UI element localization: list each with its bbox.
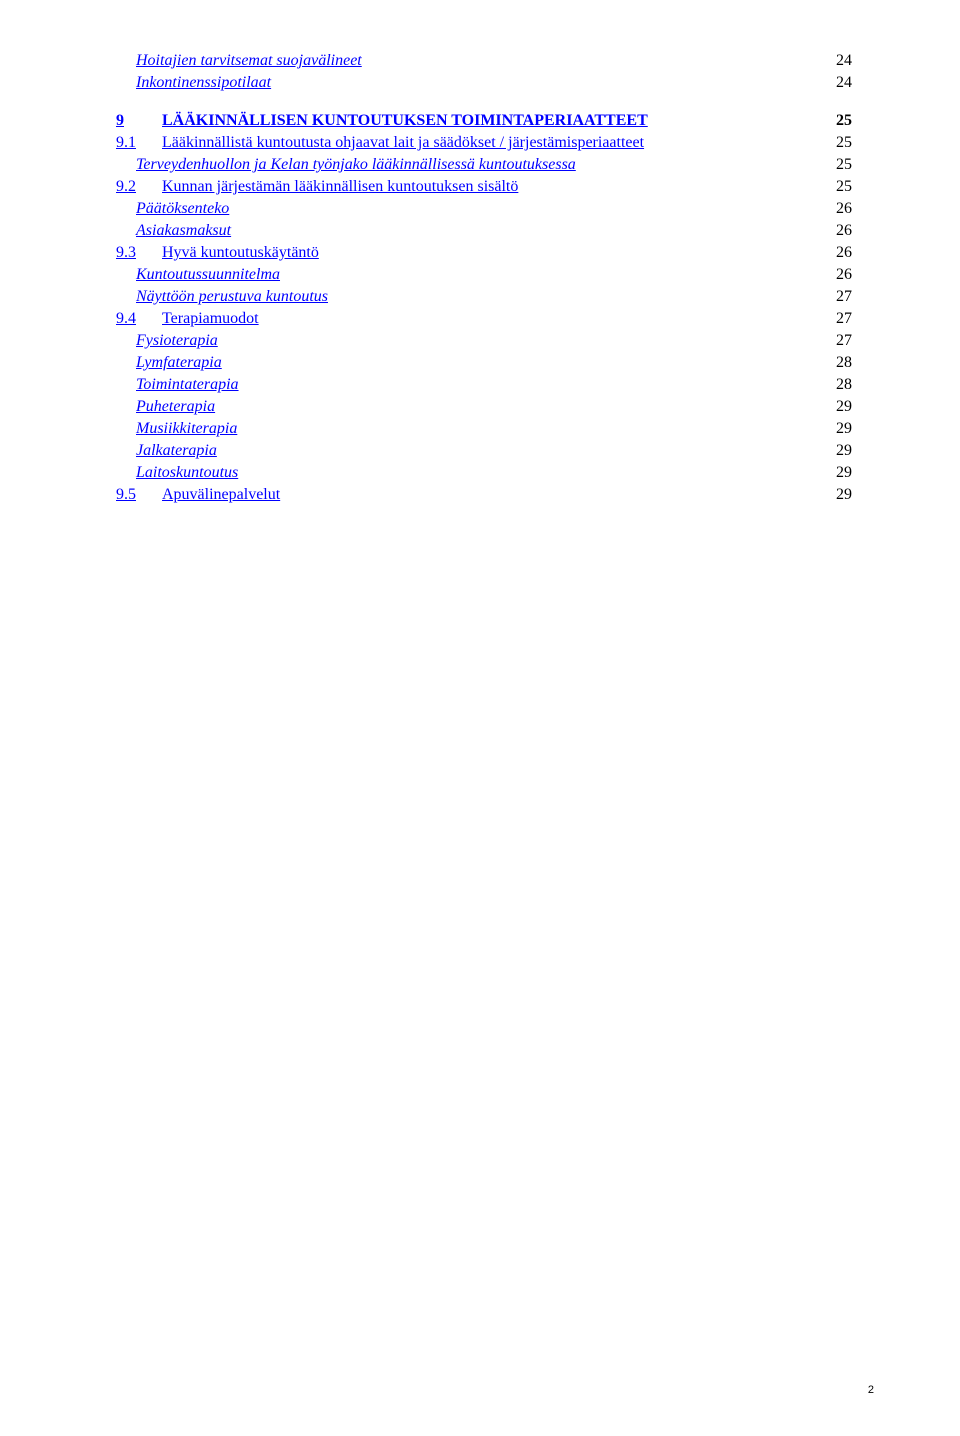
toc-page-number: 26 bbox=[828, 220, 852, 242]
toc-page-number: 24 bbox=[828, 50, 852, 72]
toc-entry: Toimintaterapia 28 bbox=[116, 374, 852, 396]
toc-title-link[interactable]: Kuntoutussuunnitelma bbox=[136, 264, 280, 286]
toc-title-link[interactable]: Fysioterapia bbox=[136, 330, 218, 352]
toc-title-link[interactable]: Toimintaterapia bbox=[136, 374, 239, 396]
toc-entry: 9.2 Kunnan järjestämän lääkinnällisen kun… bbox=[116, 176, 852, 198]
toc-title-link[interactable]: Asiakasmaksut bbox=[136, 220, 231, 242]
toc-section-number[interactable]: 9.4 bbox=[116, 308, 136, 330]
toc-entry-left: Inkontinenssipotilaat bbox=[116, 72, 816, 94]
toc-page-number: 27 bbox=[828, 308, 852, 330]
toc-entry-left: 9.5 Apuvälinepalvelut bbox=[116, 484, 816, 506]
toc-title-link[interactable]: Näyttöön perustuva kuntoutus bbox=[136, 286, 328, 308]
toc-title-link[interactable]: Laitoskuntoutus bbox=[136, 462, 238, 484]
toc-title-link[interactable]: LÄÄKINNÄLLISEN KUNTOUTUKSEN TOIMINTAPERI… bbox=[162, 110, 648, 132]
toc-title-link[interactable]: Terapiamuodot bbox=[162, 308, 259, 330]
toc-entry-left: 9.3 Hyvä kuntoutuskäytäntö bbox=[116, 242, 816, 264]
toc-entry-left: Musiikkiterapia bbox=[116, 418, 816, 440]
toc-entry: Fysioterapia 27 bbox=[116, 330, 852, 352]
toc-entry: 9.4 Terapiamuodot 27 bbox=[116, 308, 852, 330]
toc-title-link[interactable]: Päätöksenteko bbox=[136, 198, 229, 220]
toc-page-number: 25 bbox=[828, 176, 852, 198]
toc-entry-left: Hoitajien tarvitsemat suojavälineet bbox=[116, 50, 816, 72]
toc-page-number: 26 bbox=[828, 198, 852, 220]
toc-section-number[interactable]: 9.3 bbox=[116, 242, 136, 264]
toc-page-number: 27 bbox=[828, 286, 852, 308]
toc-entry: Terveydenhuollon ja Kelan työnjako lääki… bbox=[116, 154, 852, 176]
toc-page-number: 28 bbox=[828, 352, 852, 374]
toc-title-link[interactable]: Inkontinenssipotilaat bbox=[136, 72, 271, 94]
toc-page-number: 29 bbox=[828, 418, 852, 440]
toc-entry: 9.1 Lääkinnällistä kuntoutusta ohjaavat l… bbox=[116, 132, 852, 154]
toc-entry: Lymfaterapia 28 bbox=[116, 352, 852, 374]
toc-entry: Päätöksenteko 26 bbox=[116, 198, 852, 220]
toc-page-number: 29 bbox=[828, 396, 852, 418]
toc-title-link[interactable]: Puheterapia bbox=[136, 396, 215, 418]
toc-section-number[interactable]: 9.1 bbox=[116, 132, 136, 154]
toc-entry: Asiakasmaksut 26 bbox=[116, 220, 852, 242]
toc-title-link[interactable]: Terveydenhuollon ja Kelan työnjako lääki… bbox=[136, 154, 576, 176]
toc-entry-left: 9.1 Lääkinnällistä kuntoutusta ohjaavat l… bbox=[116, 132, 816, 154]
toc-section-number[interactable]: 9.5 bbox=[116, 484, 136, 506]
toc-title-link[interactable]: Hoitajien tarvitsemat suojavälineet bbox=[136, 50, 362, 72]
toc-entry: Kuntoutussuunnitelma 26 bbox=[116, 264, 852, 286]
toc-title-link[interactable]: Musiikkiterapia bbox=[136, 418, 237, 440]
toc-gap bbox=[136, 308, 162, 330]
toc-entry-left: 9.4 Terapiamuodot bbox=[116, 308, 816, 330]
toc-section-number[interactable]: 9 bbox=[116, 110, 124, 132]
page-number: 2 bbox=[868, 1384, 874, 1396]
toc-title-link[interactable]: Apuvälinepalvelut bbox=[162, 484, 280, 506]
toc-entry: Laitoskuntoutus 29 bbox=[116, 462, 852, 484]
toc-page-number: 24 bbox=[828, 72, 852, 94]
toc-entry: 9.3 Hyvä kuntoutuskäytäntö 26 bbox=[116, 242, 852, 264]
toc-page-number: 29 bbox=[828, 462, 852, 484]
document-page: Hoitajien tarvitsemat suojavälineet24Ink… bbox=[0, 0, 960, 546]
toc-page-number: 25 bbox=[828, 132, 852, 154]
toc-gap bbox=[124, 110, 162, 132]
toc-entry-left: Päätöksenteko bbox=[116, 198, 816, 220]
toc-title-link[interactable]: Kunnan järjestämän lääkinnällisen kuntou… bbox=[162, 176, 518, 198]
toc-page-number: 28 bbox=[828, 374, 852, 396]
toc-entry-left: 9 LÄÄKINNÄLLISEN KUNTOUTUKSEN TOIMINTAPER… bbox=[116, 110, 816, 132]
toc-entry-left: Terveydenhuollon ja Kelan työnjako lääki… bbox=[116, 154, 816, 176]
toc-gap bbox=[136, 132, 162, 154]
toc: Hoitajien tarvitsemat suojavälineet24Ink… bbox=[116, 50, 852, 506]
toc-page-number: 29 bbox=[828, 484, 852, 506]
toc-entry: 9 LÄÄKINNÄLLISEN KUNTOUTUKSEN TOIMINTAPER… bbox=[116, 110, 852, 132]
toc-entry-left: Näyttöön perustuva kuntoutus bbox=[116, 286, 816, 308]
toc-title-link[interactable]: Lääkinnällistä kuntoutusta ohjaavat lait… bbox=[162, 132, 644, 154]
toc-section-number[interactable]: 9.2 bbox=[116, 176, 136, 198]
toc-entry: Jalkaterapia 29 bbox=[116, 440, 852, 462]
toc-entry-left: Jalkaterapia bbox=[116, 440, 816, 462]
toc-gap bbox=[136, 176, 162, 198]
toc-entry-left: Toimintaterapia bbox=[116, 374, 816, 396]
toc-page-number: 26 bbox=[828, 264, 852, 286]
toc-entry-left: Fysioterapia bbox=[116, 330, 816, 352]
toc-gap bbox=[136, 242, 162, 264]
toc-entry-left: Laitoskuntoutus bbox=[116, 462, 816, 484]
toc-entry: Puheterapia 29 bbox=[116, 396, 852, 418]
toc-entry: Hoitajien tarvitsemat suojavälineet 24 bbox=[116, 50, 852, 72]
toc-title-link[interactable]: Hyvä kuntoutuskäytäntö bbox=[162, 242, 319, 264]
toc-entry: Musiikkiterapia 29 bbox=[116, 418, 852, 440]
toc-entry-left: Asiakasmaksut bbox=[116, 220, 816, 242]
toc-page-number: 25 bbox=[828, 110, 852, 132]
toc-title-link[interactable]: Jalkaterapia bbox=[136, 440, 217, 462]
toc-page-number: 25 bbox=[828, 154, 852, 176]
toc-title-link[interactable]: Lymfaterapia bbox=[136, 352, 222, 374]
toc-entry: Näyttöön perustuva kuntoutus 27 bbox=[116, 286, 852, 308]
toc-page-number: 26 bbox=[828, 242, 852, 264]
toc-entry-left: Lymfaterapia bbox=[116, 352, 816, 374]
toc-entry-left: Puheterapia bbox=[116, 396, 816, 418]
toc-entry-left: Kuntoutussuunnitelma bbox=[116, 264, 816, 286]
toc-spacer bbox=[116, 94, 852, 110]
toc-page-number: 27 bbox=[828, 330, 852, 352]
toc-page-number: 29 bbox=[828, 440, 852, 462]
toc-entry: 9.5 Apuvälinepalvelut 29 bbox=[116, 484, 852, 506]
toc-gap bbox=[136, 484, 162, 506]
toc-entry-left: 9.2 Kunnan järjestämän lääkinnällisen kun… bbox=[116, 176, 816, 198]
toc-entry: Inkontinenssipotilaat 24 bbox=[116, 72, 852, 94]
